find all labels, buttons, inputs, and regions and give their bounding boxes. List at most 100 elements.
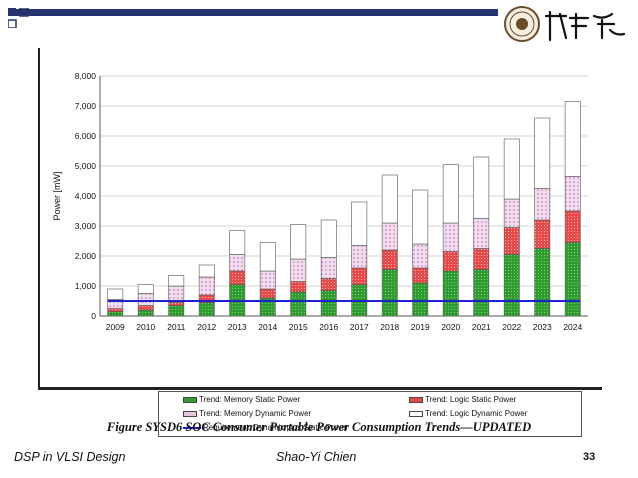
- bar-memory-static: [137, 309, 154, 317]
- legend-swatch-memory-static: [183, 396, 197, 403]
- bar-logic-static: [107, 308, 124, 312]
- x-tick-label: 2021: [472, 322, 491, 332]
- x-tick-label: 2010: [136, 322, 155, 332]
- title-rule: [8, 9, 498, 16]
- bar-memory-static: [198, 302, 215, 317]
- footer-author: Shao-Yi Chien: [276, 450, 357, 464]
- legend-line-requirement: [183, 426, 201, 429]
- bar-logic-static: [442, 251, 459, 272]
- bar-logic-dynamic: [381, 174, 398, 224]
- bar-logic-dynamic: [290, 224, 307, 260]
- x-tick-label: 2024: [563, 322, 582, 332]
- y-tick-label: 2,000: [75, 251, 97, 261]
- bar-memory-static: [381, 269, 398, 317]
- legend-swatch-memory-dynamic: [183, 410, 197, 417]
- x-tick-label: 2017: [350, 322, 369, 332]
- legend-label-requirement: Requirement: Dynamic plus Static Power: [203, 423, 349, 432]
- bar-memory-dynamic: [351, 245, 368, 269]
- bar-memory-static: [503, 254, 520, 317]
- legend-swatch-logic-dynamic: [409, 410, 423, 417]
- bar-memory-static: [320, 290, 337, 317]
- bar-logic-dynamic: [320, 219, 337, 258]
- bar-memory-static: [107, 311, 124, 317]
- x-tick-label: 2022: [502, 322, 521, 332]
- x-tick-label: 2012: [197, 322, 216, 332]
- bar-memory-dynamic: [381, 222, 398, 251]
- bar-memory-dynamic: [442, 222, 459, 252]
- bar-logic-dynamic: [168, 275, 185, 287]
- x-tick-label: 2018: [380, 322, 399, 332]
- legend-label-logic-static: Trend: Logic Static Power: [425, 395, 517, 404]
- y-tick-label: 4,000: [75, 191, 97, 201]
- university-logo: [504, 6, 626, 42]
- legend-item-logic-static: Trend: Logic Static Power: [409, 395, 516, 404]
- bar-logic-static: [473, 248, 490, 270]
- bar-logic-static: [290, 281, 307, 293]
- y-tick-label: 8,000: [75, 71, 97, 81]
- legend-item-memory-dynamic: Trend: Memory Dynamic Power: [183, 409, 311, 418]
- legend-label-memory-dynamic: Trend: Memory Dynamic Power: [199, 409, 312, 418]
- x-tick-label: 2014: [258, 322, 277, 332]
- x-tick-label: 2016: [319, 322, 338, 332]
- x-tick-label: 2019: [411, 322, 430, 332]
- bar-logic-static: [564, 210, 581, 243]
- bar-memory-dynamic: [503, 198, 520, 228]
- bar-logic-dynamic: [534, 117, 551, 189]
- figure-caption: Figure SYSD6 SOC Consumer Portable Power…: [106, 420, 532, 434]
- y-tick-label: 7,000: [75, 101, 97, 111]
- chart-legend: Trend: Memory Static Power Trend: Logic …: [158, 391, 582, 437]
- y-tick-label: 0: [91, 311, 96, 321]
- bar-logic-dynamic: [473, 156, 490, 219]
- bar-memory-dynamic: [137, 293, 154, 306]
- bar-memory-dynamic: [320, 257, 337, 279]
- bar-logic-static: [168, 302, 185, 306]
- bar-logic-dynamic: [229, 230, 246, 255]
- footer-course-title: DSP in VLSI Design: [14, 450, 126, 464]
- bar-logic-dynamic: [137, 284, 154, 294]
- y-axis-label: Power [mW]: [52, 171, 62, 220]
- legend-label-logic-dynamic: Trend: Logic Dynamic Power: [425, 409, 528, 418]
- bar-memory-dynamic: [564, 176, 581, 212]
- x-tick-label: 2011: [167, 322, 186, 332]
- bar-memory-dynamic: [534, 188, 551, 221]
- bar-logic-static: [229, 270, 246, 285]
- bar-memory-static: [442, 270, 459, 317]
- legend-item-requirement: Requirement: Dynamic plus Static Power: [183, 423, 348, 432]
- power-consumption-chart: 0 1,000 2,000 3,000 4,000 5,000 6,000 7,000 8,00…: [52, 71, 588, 332]
- bar-logic-static: [259, 288, 276, 299]
- bar-logic-dynamic: [351, 201, 368, 246]
- y-tick-label: 5,000: [75, 161, 97, 171]
- x-tick-label: 2020: [441, 322, 460, 332]
- bar-logic-static: [503, 227, 520, 255]
- bar-memory-static: [534, 248, 551, 317]
- footer-page-number: 33: [583, 451, 596, 463]
- bar-logic-dynamic: [564, 101, 581, 177]
- legend-item-memory-static: Trend: Memory Static Power: [183, 395, 300, 404]
- bar-logic-static: [412, 267, 429, 284]
- bar-logic-static: [534, 219, 551, 249]
- bar-logic-dynamic: [198, 264, 215, 278]
- y-tick-label: 6,000: [75, 131, 97, 141]
- y-tick-label: 3,000: [75, 221, 97, 231]
- bar-logic-static: [137, 305, 154, 311]
- x-tick-label: 2009: [106, 322, 125, 332]
- bar-memory-dynamic: [229, 254, 246, 272]
- legend-item-logic-dynamic: Trend: Logic Dynamic Power: [409, 409, 527, 418]
- bar-memory-dynamic: [290, 258, 307, 282]
- bar-memory-static: [168, 305, 185, 317]
- bar-memory-dynamic: [473, 218, 490, 249]
- x-tick-label: 2023: [533, 322, 552, 332]
- bar-memory-static: [412, 282, 429, 317]
- bar-memory-dynamic: [412, 243, 429, 269]
- bar-logic-static: [351, 267, 368, 285]
- chart-frame: 0 1,000 2,000 3,000 4,000 5,000 6,000 7,000 8,00…: [38, 48, 602, 437]
- bar-memory-dynamic: [198, 276, 215, 296]
- bar-logic-static: [320, 278, 337, 291]
- bar-logic-dynamic: [259, 242, 276, 272]
- x-tick-label: 2013: [228, 322, 247, 332]
- bar-logic-dynamic: [442, 164, 459, 224]
- legend-label-memory-static: Trend: Memory Static Power: [199, 395, 301, 404]
- y-tick-label: 1,000: [75, 281, 97, 291]
- bar-memory-dynamic: [259, 270, 276, 290]
- legend-swatch-logic-static: [409, 396, 423, 403]
